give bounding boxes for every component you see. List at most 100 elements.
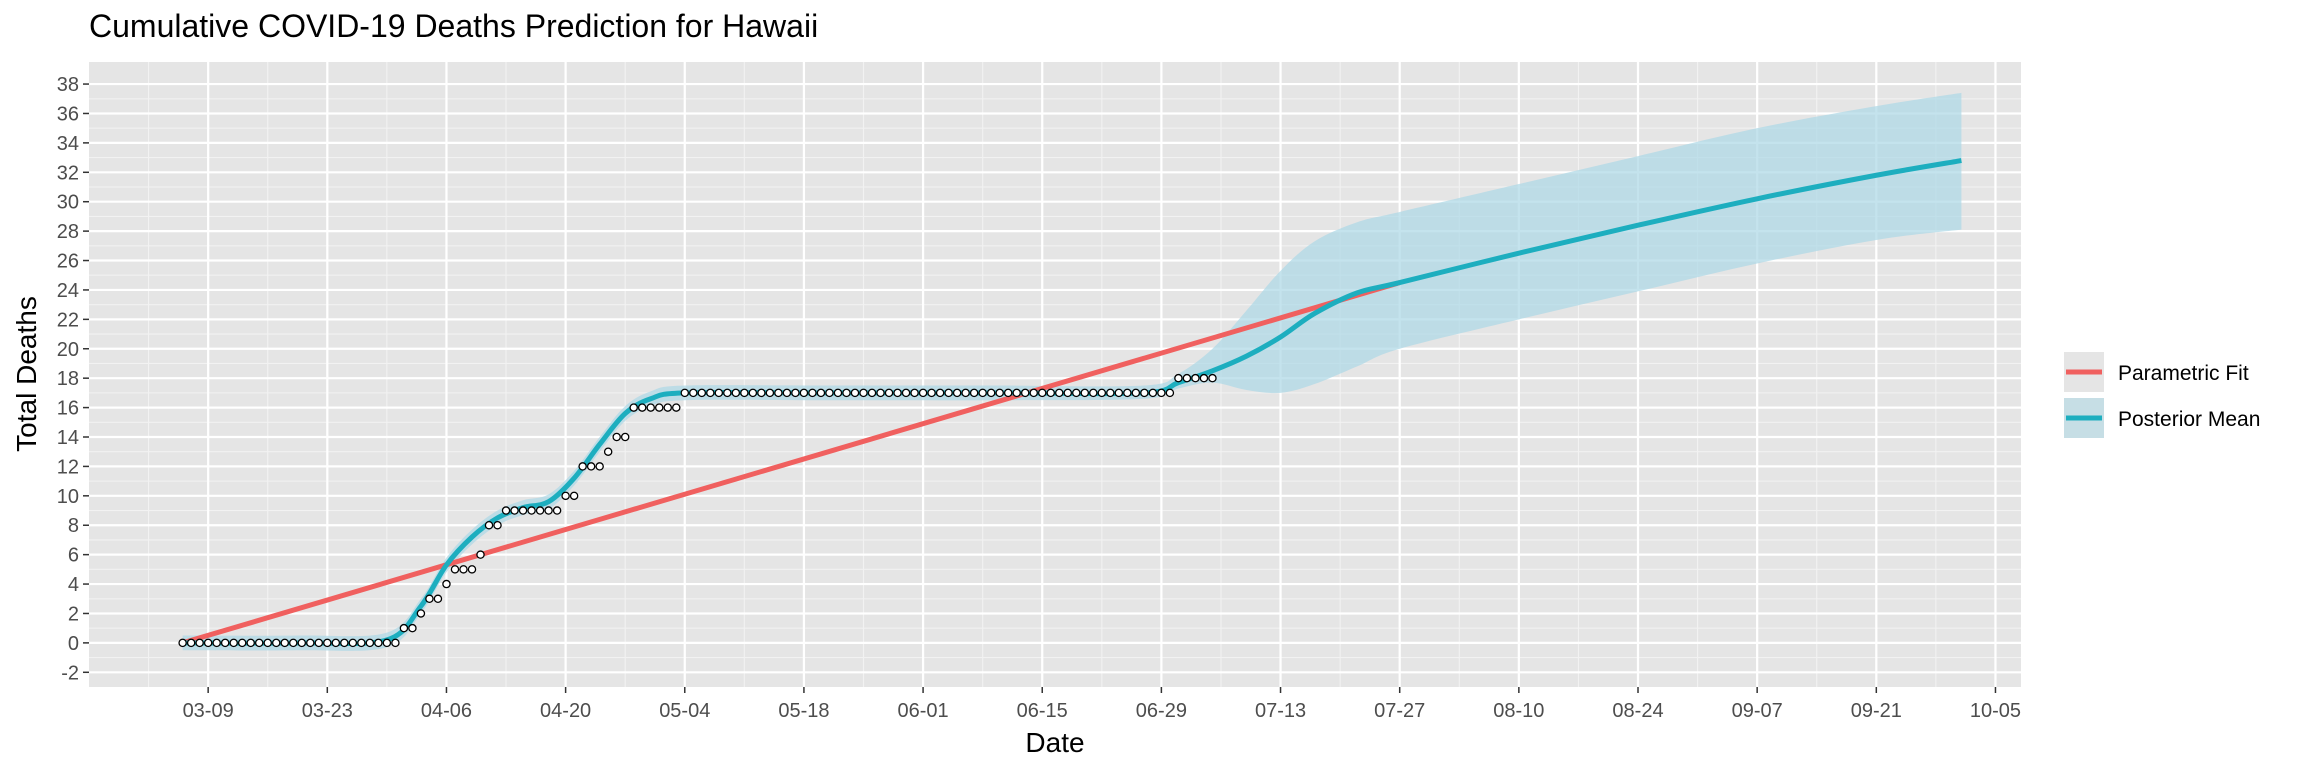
observed-point [1072,388,1081,398]
observed-point [1174,373,1183,383]
observed-point [425,594,434,604]
observed-point [910,388,919,398]
observed-points [178,373,1217,648]
observed-point [654,403,664,412]
observed-point [986,388,996,398]
observed-point [280,638,290,648]
observed-point [646,403,655,412]
observed-point [1012,388,1021,398]
observed-point [484,520,494,530]
y-axis-title: Total Deaths [11,296,42,452]
observed-point [340,638,349,648]
x-tick-label: 05-18 [778,700,829,722]
x-tick-label: 07-13 [1255,700,1306,722]
observed-point [680,388,690,398]
observed-point [1046,388,1055,398]
observed-point [1029,388,1038,398]
observed-point [408,623,417,633]
x-tick-label: 06-01 [898,700,949,722]
y-tick-label: 14 [57,427,79,449]
x-tick-label: 05-04 [659,700,710,722]
observed-point [1182,373,1192,383]
observed-point [799,388,809,398]
y-tick-label: 38 [57,74,79,96]
observed-point [1037,388,1047,398]
y-tick-label: 18 [57,368,79,390]
observed-point [876,388,885,398]
y-tick-label: 6 [68,545,79,567]
observed-point [271,638,281,648]
observed-point [1097,388,1107,398]
observed-point [552,506,562,515]
y-tick-label: 8 [68,515,79,537]
credible-band [182,92,1962,651]
observed-point [1106,388,1115,398]
observed-point [186,638,196,648]
observed-point [535,506,545,515]
x-tick-label: 09-21 [1851,700,1902,722]
legend-label-parametric-fit: Parametric Fit [2118,362,2249,385]
observed-point [782,388,792,398]
observed-point [893,388,902,398]
chart-title: Cumulative COVID-19 Deaths Prediction fo… [89,8,819,44]
observed-point [220,638,230,648]
x-tick-label: 06-29 [1136,700,1187,722]
observed-point [791,388,800,398]
x-tick-label: 07-27 [1374,700,1425,722]
observed-point [927,388,936,398]
observed-point [952,388,962,398]
observed-point [723,388,732,398]
observed-point [459,565,468,574]
y-tick-label: 0 [68,633,79,655]
observed-point [1020,388,1030,398]
legend: Parametric Fit Posterior Mean [2064,352,2260,438]
observed-point [859,388,868,398]
observed-point [518,506,528,515]
observed-point [450,565,460,574]
posterior-band [182,92,1962,651]
observed-point [944,388,953,398]
x-tick-label: 08-10 [1493,700,1544,722]
observed-point [884,388,894,398]
legend-label-posterior-mean: Posterior Mean [2118,408,2260,431]
observed-point [1003,388,1013,398]
observed-point [689,388,698,398]
observed-point [918,388,928,398]
x-tick-label: 08-24 [1612,700,1663,722]
observed-point [289,638,298,648]
y-tick-label: 16 [57,398,79,420]
observed-point [442,579,451,589]
observed-point [314,638,324,648]
y-tick-label: 28 [57,221,79,243]
observed-point [969,388,979,398]
y-tick-label: 22 [57,309,79,331]
observed-point [1165,388,1175,398]
observed-point [586,462,596,471]
observed-point [808,388,817,398]
observed-point [323,638,332,648]
observed-point [1114,388,1124,398]
observed-point [203,638,213,648]
y-tick-label: 36 [57,103,79,125]
x-tick-label: 03-09 [183,700,234,722]
observed-point [1157,388,1166,398]
observed-point [348,638,358,648]
observed-point [714,388,724,398]
observed-point [842,388,851,398]
observed-point [237,638,247,648]
observed-point [629,403,638,412]
observed-point [382,638,392,648]
observed-point [433,594,443,604]
observed-point [706,388,715,398]
observed-point [501,506,511,515]
observed-point [544,506,553,515]
observed-point [1063,388,1073,398]
observed-point [1191,373,1200,383]
observed-point [569,491,579,501]
x-tick-label: 06-15 [1017,700,1068,722]
observed-point [833,388,843,398]
y-tick-label: 34 [57,133,79,155]
observed-point [935,388,945,398]
parametric-fit-line [181,280,1401,646]
